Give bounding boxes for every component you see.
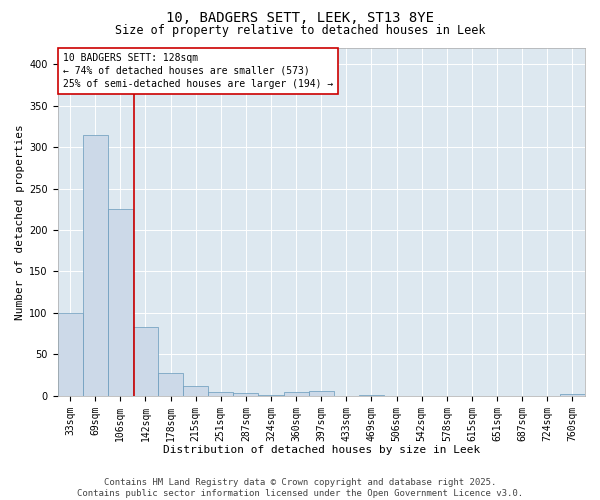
Bar xyxy=(233,392,259,396)
Text: 10, BADGERS SETT, LEEK, ST13 8YE: 10, BADGERS SETT, LEEK, ST13 8YE xyxy=(166,11,434,25)
X-axis label: Distribution of detached houses by size in Leek: Distribution of detached houses by size … xyxy=(163,445,480,455)
Bar xyxy=(83,134,108,396)
Y-axis label: Number of detached properties: Number of detached properties xyxy=(15,124,25,320)
Bar xyxy=(208,392,233,396)
Bar xyxy=(284,392,308,396)
Text: Size of property relative to detached houses in Leek: Size of property relative to detached ho… xyxy=(115,24,485,37)
Bar xyxy=(308,391,334,396)
Text: Contains HM Land Registry data © Crown copyright and database right 2025.
Contai: Contains HM Land Registry data © Crown c… xyxy=(77,478,523,498)
Bar xyxy=(158,372,183,396)
Bar xyxy=(58,313,83,396)
Bar xyxy=(108,209,133,396)
Bar xyxy=(359,395,384,396)
Bar xyxy=(259,395,284,396)
Bar xyxy=(183,386,208,396)
Bar xyxy=(133,327,158,396)
Bar xyxy=(560,394,585,396)
Text: 10 BADGERS SETT: 128sqm
← 74% of detached houses are smaller (573)
25% of semi-d: 10 BADGERS SETT: 128sqm ← 74% of detache… xyxy=(63,52,333,89)
